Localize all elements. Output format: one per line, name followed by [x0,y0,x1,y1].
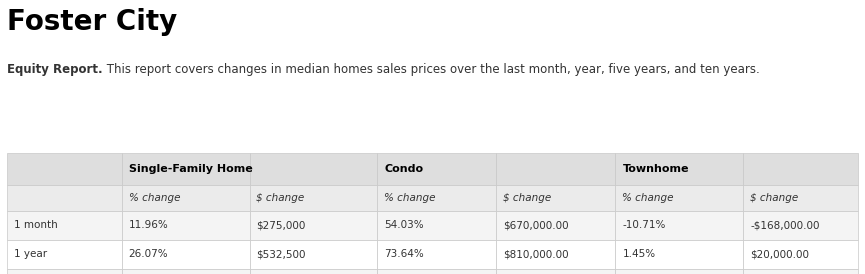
Bar [122,269,249,274]
Bar [616,269,743,274]
Bar [377,185,497,211]
Text: This report covers changes in median homes sales prices over the last month, yea: This report covers changes in median hom… [103,63,759,76]
Bar [249,153,377,185]
Text: $ change: $ change [503,193,552,203]
Text: % change: % change [129,193,180,203]
Text: $ change: $ change [256,193,304,203]
Text: % change: % change [384,193,436,203]
Text: $275,000: $275,000 [256,220,306,230]
Bar [377,269,497,274]
Bar [497,269,616,274]
Bar [7,185,122,211]
Bar [743,153,858,185]
Bar [497,240,616,269]
Bar [743,269,858,274]
Bar [743,240,858,269]
Bar [377,240,497,269]
Text: Foster City: Foster City [7,8,177,36]
Bar [122,185,249,211]
Text: 1 month: 1 month [14,220,58,230]
Text: 73.64%: 73.64% [384,249,424,259]
Bar [743,185,858,211]
Bar [249,185,377,211]
Text: $810,000.00: $810,000.00 [503,249,569,259]
Text: $670,000.00: $670,000.00 [503,220,569,230]
Bar [497,153,616,185]
Bar [249,240,377,269]
Bar [122,211,249,240]
Bar [497,185,616,211]
Text: $532,500: $532,500 [256,249,306,259]
Text: 54.03%: 54.03% [384,220,424,230]
Bar [122,240,249,269]
Text: 11.96%: 11.96% [129,220,169,230]
Bar [377,153,497,185]
Text: Equity Report.: Equity Report. [7,63,103,76]
Text: Townhome: Townhome [623,164,689,174]
Text: 1 year: 1 year [14,249,47,259]
Bar [249,269,377,274]
Bar [743,211,858,240]
Bar [377,211,497,240]
Bar [497,211,616,240]
Text: 1.45%: 1.45% [623,249,656,259]
Text: % change: % change [623,193,674,203]
Text: 26.07%: 26.07% [129,249,169,259]
Bar [249,211,377,240]
Text: -10.71%: -10.71% [623,220,666,230]
Bar [122,153,249,185]
Bar [616,185,743,211]
Bar [616,211,743,240]
Text: $ change: $ change [750,193,798,203]
Text: -$168,000.00: -$168,000.00 [750,220,820,230]
Bar [7,240,122,269]
Bar [7,211,122,240]
Text: Condo: Condo [384,164,423,174]
Bar [616,153,743,185]
Text: Single-Family Home: Single-Family Home [129,164,253,174]
Bar [7,269,122,274]
Bar [616,240,743,269]
Text: $20,000.00: $20,000.00 [750,249,809,259]
Bar [7,153,122,185]
